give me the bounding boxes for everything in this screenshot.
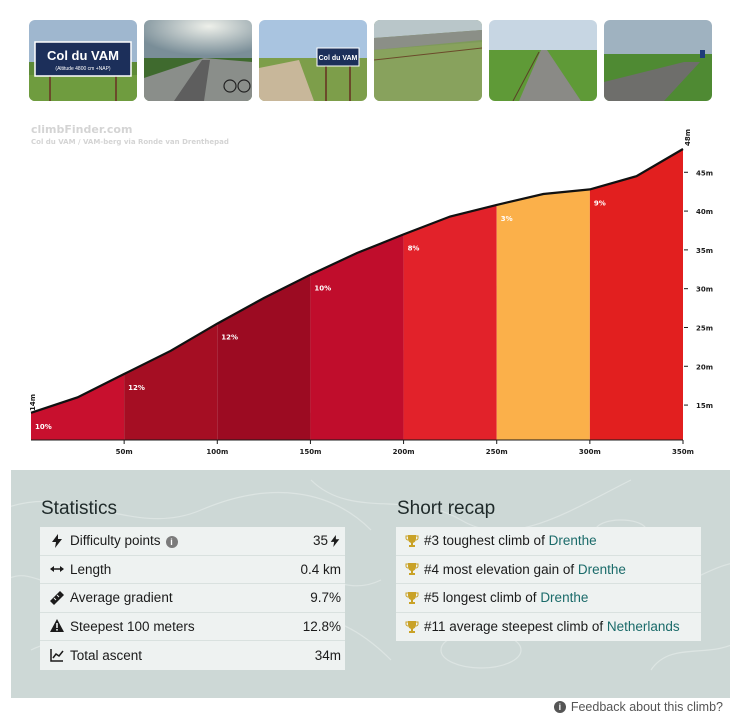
grade-label-3: 12% xyxy=(221,334,238,342)
chart-subtitle: Col du VAM / VAM-berg via Ronde van Dren… xyxy=(31,138,229,146)
recap-text: #11 average steepest climb of xyxy=(424,619,607,635)
region-link[interactable]: Drenthe xyxy=(540,590,589,606)
grade-label-5: 8% xyxy=(408,244,420,252)
stat-label-ascent: Total ascent xyxy=(70,647,143,663)
recap-text: #3 toughest climb of xyxy=(424,533,549,549)
photo-sign-gravel[interactable]: Col du VAM xyxy=(259,20,367,101)
stat-label-gradient: Average gradient xyxy=(70,590,173,606)
stat-value-ascent: 34m xyxy=(314,647,341,663)
photo-grass-slope[interactable] xyxy=(374,20,482,101)
photo-road-curve[interactable] xyxy=(604,20,712,101)
grade-labels: 10% 12% 12% 10% 8% 3% 9% xyxy=(35,199,606,430)
region-link[interactable]: Drenthe xyxy=(577,561,626,577)
stat-value-steepest: 12.8% xyxy=(302,618,341,634)
country-link[interactable]: Netherlands xyxy=(606,619,680,635)
x-tick-label: 300m xyxy=(579,448,601,456)
stat-row-ascent: Total ascent 34m xyxy=(40,641,345,670)
gradient-segments xyxy=(30,148,684,441)
feedback-label: Feedback about this climb? xyxy=(570,700,723,714)
recap-text: #4 most elevation gain of xyxy=(424,561,578,577)
stat-value-length: 0.4 km xyxy=(300,561,341,577)
sign-title-text: Col du VAM xyxy=(47,48,119,63)
stat-row-gradient: Average gradient 9.7% xyxy=(40,584,345,613)
stat-value-gradient: 9.7% xyxy=(310,590,341,606)
x-axis-ticks: 50m 100m 150m 200m 250m 300m 350m xyxy=(116,440,694,456)
x-tick-label: 150m xyxy=(299,448,321,456)
segment-1 xyxy=(31,374,125,440)
profile-line xyxy=(30,148,684,414)
y-tick-label: 15m xyxy=(696,402,713,410)
grade-label-6: 3% xyxy=(501,215,513,223)
ruler-icon xyxy=(50,590,64,605)
elevation-profile-svg: climbFinder.com Col du VAM / VAM-berg vi… xyxy=(29,123,713,456)
photo-road-up-hill[interactable] xyxy=(489,20,597,101)
stat-row-steepest: Steepest 100 meters 12.8% xyxy=(40,613,345,641)
y-tick-label: 20m xyxy=(696,363,713,371)
start-elevation-label: 14m xyxy=(29,394,37,411)
y-tick-label: 35m xyxy=(696,247,713,255)
elevation-profile-chart: climbFinder.com Col du VAM / VAM-berg vi… xyxy=(0,112,743,464)
recap-row: #4 most elevation gain of Drenthe xyxy=(396,556,701,584)
sign-subtitle-text: (Altitude 4800 cm +NAP) xyxy=(55,66,110,72)
y-axis-ticks: 15m 20m 25m 30m 35m 40m 45m xyxy=(684,169,713,410)
segment-4 xyxy=(310,234,404,440)
y-tick-label: 25m xyxy=(696,324,713,332)
x-tick-label: 350m xyxy=(672,448,694,456)
trophy-icon xyxy=(405,562,419,576)
stat-label-length: Length xyxy=(70,561,112,577)
trophy-icon xyxy=(405,591,419,605)
info-icon: i xyxy=(553,701,566,713)
grade-label-1: 10% xyxy=(35,423,52,431)
stat-value-difficulty: 35 xyxy=(312,533,328,549)
arrows-horizontal-icon xyxy=(50,562,64,576)
segment-6 xyxy=(496,189,590,440)
recap-text: #5 longest climb of xyxy=(424,590,541,606)
segment-7 xyxy=(589,149,683,440)
segment-3 xyxy=(217,274,311,440)
x-tick-label: 50m xyxy=(116,448,133,456)
ascent-chart-icon xyxy=(50,648,64,662)
recap-table: #3 toughest climb of Drenthe #4 most ele… xyxy=(396,527,701,641)
bolt-icon xyxy=(50,533,64,548)
recap-row: #11 average steepest climb of Netherland… xyxy=(396,613,701,642)
grade-label-4: 10% xyxy=(314,285,331,293)
y-tick-label: 40m xyxy=(696,208,713,216)
statistics-title: Statistics xyxy=(41,498,118,519)
x-tick-label: 200m xyxy=(393,448,415,456)
recap-row: #3 toughest climb of Drenthe xyxy=(396,527,701,556)
photo-strip: Col du VAM (Altitude 4800 cm +NAP) Col d… xyxy=(29,20,712,101)
info-icon[interactable]: i xyxy=(165,535,178,548)
stat-label-difficulty: Difficulty points xyxy=(70,533,161,549)
grade-label-7: 9% xyxy=(594,199,606,207)
chart-brand: climbFinder.com xyxy=(31,123,132,136)
stat-row-difficulty: Difficulty points i 35 xyxy=(40,527,345,556)
grade-label-2: 12% xyxy=(128,384,145,392)
trophy-icon xyxy=(405,620,419,634)
end-elevation-label: 48m xyxy=(684,129,692,146)
statistics-table: Difficulty points i 35 Length 0.4 km Aver… xyxy=(40,527,345,670)
sign-title-text-2: Col du VAM xyxy=(319,55,358,62)
recap-row: #5 longest climb of Drenthe xyxy=(396,584,701,613)
segment-5 xyxy=(403,204,497,440)
bolt-icon xyxy=(329,534,341,548)
stat-row-length: Length 0.4 km xyxy=(40,556,345,584)
recap-title: Short recap xyxy=(397,498,496,519)
x-tick-label: 100m xyxy=(206,448,228,456)
y-tick-label: 45m xyxy=(696,169,713,177)
y-tick-label: 30m xyxy=(696,286,713,294)
feedback-link[interactable]: i Feedback about this climb? xyxy=(553,700,723,714)
stat-label-steepest: Steepest 100 meters xyxy=(70,618,195,634)
segment-2 xyxy=(124,323,218,440)
photo-col-du-vam-sign[interactable]: Col du VAM (Altitude 4800 cm +NAP) xyxy=(29,20,137,101)
x-tick-label: 250m xyxy=(486,448,508,456)
warning-icon xyxy=(50,619,64,633)
trophy-icon xyxy=(405,534,419,548)
region-link[interactable]: Drenthe xyxy=(548,533,597,549)
stats-panel: Statistics Difficulty points i 35 Length … xyxy=(11,470,730,698)
photo-road-with-bike[interactable] xyxy=(144,20,252,101)
